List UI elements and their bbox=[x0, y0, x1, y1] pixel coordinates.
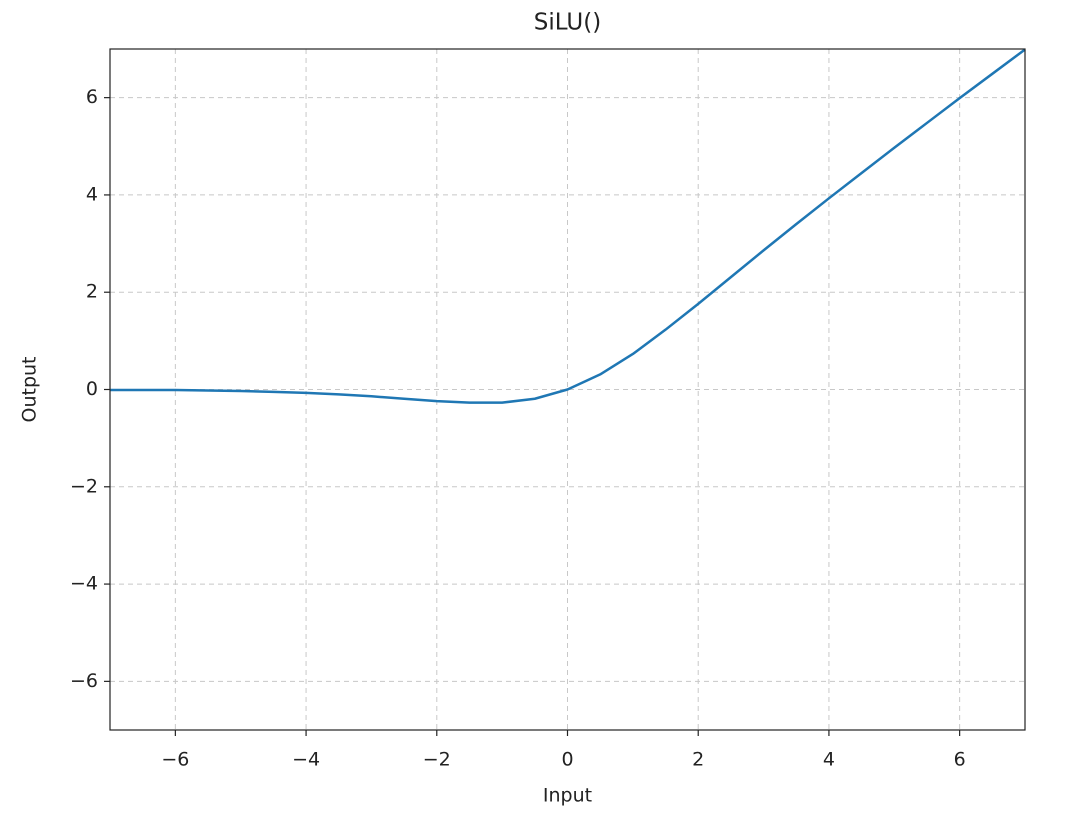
chart-title: SiLU() bbox=[534, 10, 601, 36]
x-axis-label: Input bbox=[543, 785, 592, 807]
y-axis-label: Output bbox=[19, 357, 41, 423]
y-tick-label: −2 bbox=[70, 475, 98, 497]
x-tick-label: −6 bbox=[161, 749, 189, 771]
y-tick-label: 4 bbox=[86, 183, 98, 205]
y-tick-label: 6 bbox=[86, 86, 98, 108]
y-tick-label: 2 bbox=[86, 281, 98, 303]
y-tick-label: −4 bbox=[70, 573, 98, 595]
x-tick-label: 2 bbox=[692, 749, 704, 771]
y-tick-label: −6 bbox=[70, 670, 98, 692]
silu-line bbox=[110, 48, 1026, 404]
x-tick-label: −2 bbox=[423, 749, 451, 771]
x-tick-label: 0 bbox=[561, 749, 573, 771]
y-tick-label: 0 bbox=[86, 378, 98, 400]
x-tick-label: 4 bbox=[823, 749, 835, 771]
x-tick-label: −4 bbox=[292, 749, 320, 771]
plot-frame bbox=[109, 48, 1026, 731]
x-tick-label: 6 bbox=[954, 749, 966, 771]
